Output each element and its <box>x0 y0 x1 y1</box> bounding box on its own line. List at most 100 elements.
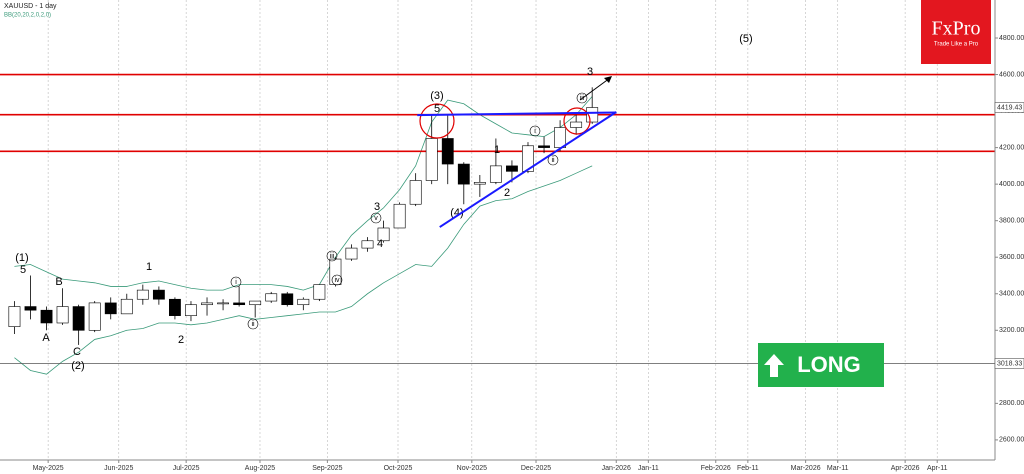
subwave-label: ii <box>251 321 255 328</box>
candle-body <box>249 300 262 306</box>
y-tick-label: 2800.00 <box>999 400 1024 407</box>
y-tick-label: 3800.00 <box>999 218 1024 225</box>
x-tick-label: Feb-2026 <box>701 465 731 472</box>
candle-body <box>152 289 165 300</box>
x-tick-label: Jan-2026 <box>602 465 631 472</box>
wave-label: 1 <box>146 261 152 273</box>
subwave-label: iii <box>580 95 585 102</box>
wave-label: 2 <box>178 334 184 346</box>
candle-body <box>393 203 406 229</box>
candle-body <box>409 180 422 205</box>
candle-body <box>473 182 486 185</box>
wave-label: 5 <box>434 103 440 115</box>
wave-label: (1) <box>15 252 28 264</box>
wave-label: (3) <box>430 90 443 102</box>
candle-body <box>570 121 583 128</box>
arrow-head <box>604 76 612 83</box>
candle-body <box>457 163 470 185</box>
up-arrow <box>764 354 784 377</box>
price-label-box <box>994 358 1024 369</box>
candle-body <box>233 302 246 306</box>
candle-body <box>538 145 550 148</box>
candle-body <box>88 302 101 331</box>
band-lower <box>14 165 593 375</box>
x-tick-label: Aug-2025 <box>245 465 275 472</box>
subwave-label: v <box>374 215 378 222</box>
candle-body <box>136 289 149 300</box>
y-tick-label: 4000.00 <box>999 181 1024 188</box>
candle-body <box>201 302 213 306</box>
candle-body <box>56 306 69 324</box>
trendline <box>439 111 617 228</box>
x-tick-label: Dec-2025 <box>521 465 551 472</box>
y-tick-label: 4600.00 <box>999 71 1024 78</box>
wave-label: A <box>42 332 50 344</box>
candle-body <box>377 227 390 242</box>
candle-body <box>72 306 85 331</box>
x-tick-label: Apr-11 <box>927 465 948 472</box>
subwave-labels <box>230 92 588 330</box>
wave-label: 1 <box>494 144 500 156</box>
x-tick-label: Apr-2026 <box>891 465 920 472</box>
trendline <box>417 111 617 117</box>
plot <box>0 0 995 460</box>
x-tick-label: May-2025 <box>33 465 64 472</box>
highlight-circle <box>563 107 591 135</box>
logo-tagline: Trade Like a Pro <box>934 42 979 48</box>
signal-text: LONG <box>797 352 861 377</box>
candle-body <box>120 298 133 315</box>
x-tick-label: Mar-11 <box>827 465 849 472</box>
wave-label: (4) <box>450 207 463 219</box>
candle-body <box>441 138 454 165</box>
x-tick-label: Oct-2025 <box>384 465 413 472</box>
subwave-label: i <box>534 128 536 135</box>
wave-label: 3 <box>587 66 593 78</box>
x-tick-label: Mar-2026 <box>791 465 821 472</box>
subwave-label: iv <box>334 277 340 284</box>
candle-body <box>281 293 294 306</box>
y-tick-label: 4200.00 <box>999 144 1024 151</box>
subwave-label: ii <box>551 157 555 164</box>
wave-label: (5) <box>739 33 752 45</box>
x-tick-label: Nov-2025 <box>457 465 487 472</box>
candle-body <box>265 293 278 302</box>
candle-body <box>185 304 197 316</box>
last-price-label: 4419.43 <box>997 104 1022 111</box>
logo-box <box>921 0 991 64</box>
y-tick-label: 3200.00 <box>999 327 1024 334</box>
candle-body <box>297 298 310 306</box>
candle-body <box>361 240 374 249</box>
price-label: 3018.33 <box>997 360 1022 367</box>
candle-body <box>506 165 518 172</box>
x-tick-label: Sep-2025 <box>312 465 342 472</box>
x-tick-label: Jan-11 <box>638 465 659 472</box>
wave-label: B <box>55 276 62 288</box>
candle-body <box>425 138 438 181</box>
x-tick-label: Jun-2025 <box>104 465 133 472</box>
signal-badge: LONG <box>758 343 884 387</box>
logo: FxPro Trade Like a Pro <box>921 0 991 64</box>
subwave-label: iii <box>330 253 335 260</box>
subwave-label: i <box>235 279 237 286</box>
candle-body <box>586 107 599 123</box>
candle-body <box>522 145 534 172</box>
wave-labels: (1) 5 A B C (2) 1 2 3 4 (3) 5 (4) 1 2 3 … <box>15 33 752 372</box>
y-tick-label: 4800.00 <box>999 35 1024 42</box>
wave-label: C <box>73 346 81 358</box>
logo-name: FxPro <box>932 18 981 40</box>
candle-body <box>489 165 502 183</box>
candle-body <box>24 306 37 311</box>
chart-title: XAUUSD - 1 day <box>4 3 57 10</box>
projection-arrow <box>579 77 611 101</box>
wave-label: 3 <box>374 201 380 213</box>
band-upper <box>14 96 593 291</box>
y-tick-label: 2600.00 <box>999 437 1024 444</box>
y-tick-label: 3600.00 <box>999 254 1024 261</box>
x-tick-label: Jul-2025 <box>173 465 200 472</box>
candle-body <box>40 309 53 324</box>
candle-body <box>345 247 358 260</box>
wave-label: 4 <box>377 238 383 250</box>
y-tick-label: 3400.00 <box>999 291 1024 298</box>
candle-body <box>169 298 181 316</box>
